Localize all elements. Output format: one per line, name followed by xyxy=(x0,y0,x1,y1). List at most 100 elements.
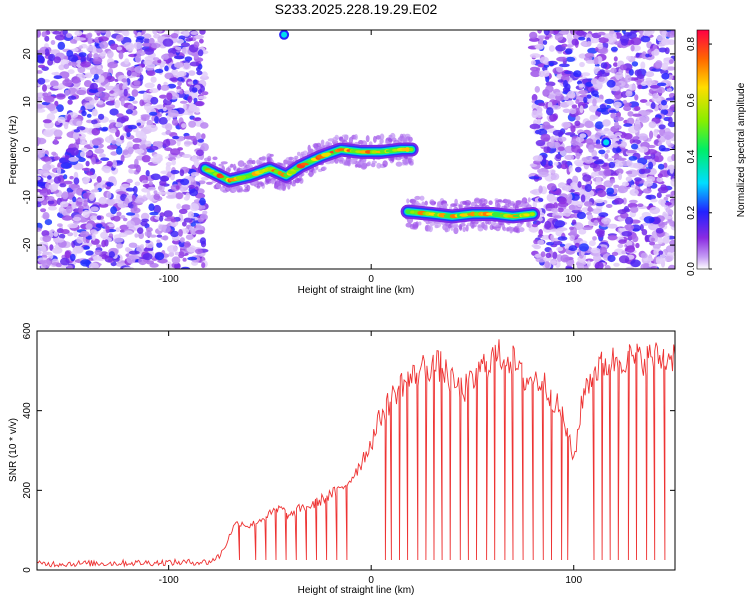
noise-cell xyxy=(149,111,158,116)
noise-cell xyxy=(567,90,576,99)
noise-cell xyxy=(628,156,638,161)
noise-cell xyxy=(59,201,69,208)
noise-cell xyxy=(110,151,118,156)
ridge-hotspot xyxy=(337,148,346,151)
noise-cell xyxy=(549,113,558,122)
ridge-hotspot xyxy=(385,149,391,153)
noise-cell xyxy=(545,75,550,83)
noise-cell xyxy=(649,85,661,89)
halo-cell xyxy=(376,162,382,169)
noise-cell xyxy=(78,45,83,50)
noise-cell xyxy=(554,220,566,228)
noise-cell xyxy=(630,44,635,52)
noise-cell xyxy=(597,190,607,198)
snr-marks xyxy=(37,339,675,568)
noise-cell xyxy=(658,145,666,152)
colorbar-tick-label: 0.4 xyxy=(686,149,697,163)
y-tick: 200 xyxy=(22,482,675,499)
noise-cell xyxy=(652,243,661,250)
noise-cell xyxy=(586,260,591,268)
noise-cell xyxy=(98,75,105,83)
noise-cell xyxy=(107,223,115,228)
noise-cell xyxy=(96,244,102,248)
halo-cell xyxy=(238,188,244,193)
noise-cell xyxy=(610,112,617,119)
noise-cell xyxy=(637,133,649,141)
noise-cell xyxy=(42,84,47,92)
noise-cell xyxy=(178,229,183,237)
noise-cell xyxy=(61,215,73,221)
halo-cell xyxy=(206,181,213,185)
noise-cell xyxy=(197,88,203,95)
noise-cell xyxy=(85,250,94,256)
noise-cell xyxy=(41,230,50,237)
snr-series-line xyxy=(37,339,675,568)
noise-cell xyxy=(557,136,567,142)
noise-cell xyxy=(143,38,150,44)
ridge-hotspot xyxy=(273,169,279,174)
noise-cell xyxy=(94,148,105,154)
noise-cell xyxy=(183,30,190,37)
noise-cell xyxy=(540,133,551,142)
noise-cell xyxy=(557,182,566,189)
noise-cell xyxy=(96,48,103,53)
noise-cell xyxy=(46,113,56,122)
colorbar-tick-label: 0.8 xyxy=(686,37,697,51)
noise-cell xyxy=(93,123,102,129)
noise-cell xyxy=(70,253,76,262)
noise-cell xyxy=(637,84,642,90)
noise-cell xyxy=(200,213,208,220)
noise-cell xyxy=(131,89,139,97)
noise-cell xyxy=(154,252,165,261)
noise-cell xyxy=(91,156,96,165)
noise-cell xyxy=(544,260,550,269)
noise-cell xyxy=(617,185,629,194)
noise-cell xyxy=(607,158,614,162)
noise-cell xyxy=(159,212,165,217)
noise-cell xyxy=(193,34,204,40)
ridge-hotspot xyxy=(300,162,309,166)
noise-cell xyxy=(646,194,657,200)
noise-cell xyxy=(529,53,541,59)
noise-cell xyxy=(144,103,152,111)
noise-cell xyxy=(81,176,91,183)
halo-cell xyxy=(225,186,231,192)
noise-cell xyxy=(654,155,659,162)
x-tick-label: 0 xyxy=(368,274,374,285)
noise-cell xyxy=(67,223,79,229)
noise-cell xyxy=(668,116,673,124)
noise-cell xyxy=(48,252,54,260)
noise-cell xyxy=(638,30,644,35)
noise-cell xyxy=(606,149,610,154)
noise-cell xyxy=(606,187,615,195)
noise-cell xyxy=(118,203,128,208)
noise-cell xyxy=(171,256,181,265)
noise-cell xyxy=(166,195,177,199)
noise-cell xyxy=(559,63,570,68)
noise-cell xyxy=(532,155,544,162)
noise-cell xyxy=(66,205,73,214)
noise-cell xyxy=(577,181,582,188)
noise-cell xyxy=(193,51,199,60)
noise-cell xyxy=(619,35,630,44)
noise-cell xyxy=(147,186,156,191)
noise-cell xyxy=(53,231,59,237)
noise-cell xyxy=(564,132,576,136)
halo-cell xyxy=(452,224,459,229)
noise-cell xyxy=(591,90,599,97)
noise-cell xyxy=(159,94,168,99)
noise-cell xyxy=(530,60,536,66)
noise-cell xyxy=(585,258,594,262)
noise-cell xyxy=(536,67,541,72)
noise-cell xyxy=(181,154,192,158)
noise-cell xyxy=(88,88,99,94)
snr-y-axis-label: SNR (10 * v/v) xyxy=(8,418,19,482)
halo-cell xyxy=(471,224,477,228)
halo-cell xyxy=(237,160,245,168)
halo-cell xyxy=(269,153,274,157)
noise-cell xyxy=(105,30,111,38)
noise-cell xyxy=(598,212,609,218)
noise-cell xyxy=(614,91,623,100)
noise-cell xyxy=(140,212,150,221)
y-tick: -10 xyxy=(22,190,675,205)
